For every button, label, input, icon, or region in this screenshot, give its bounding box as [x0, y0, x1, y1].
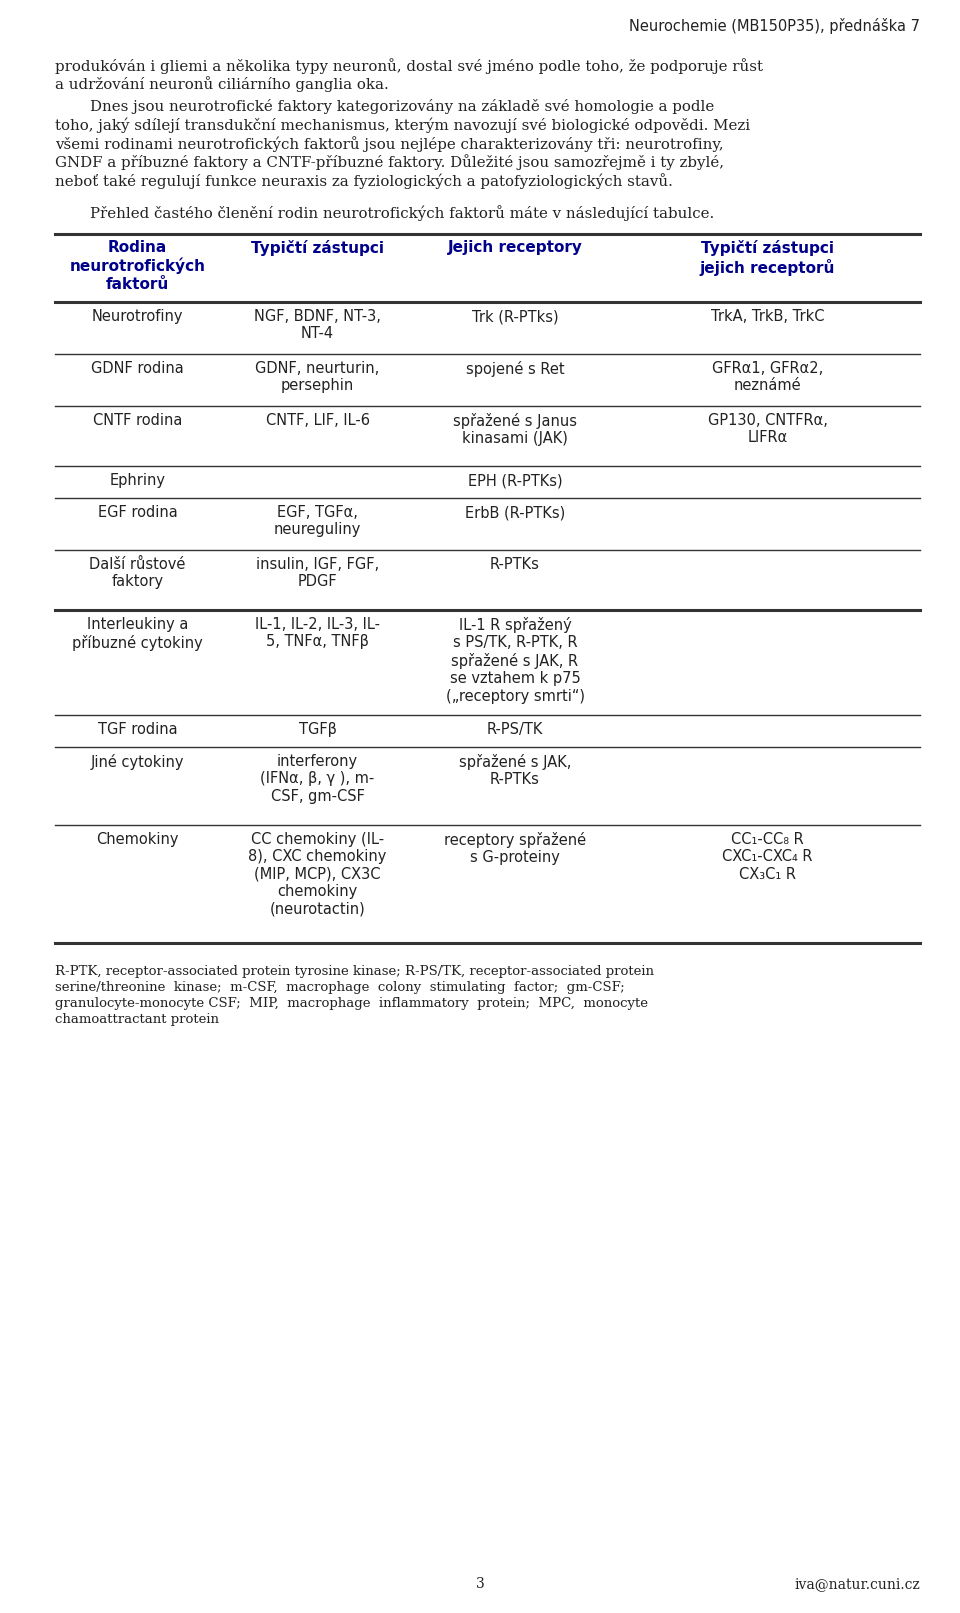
Text: GNDF a příbuzné faktory a CNTF-příbuzné faktory. Důležité jsou samozřejmě i ty z: GNDF a příbuzné faktory a CNTF-příbuzné … — [55, 155, 724, 171]
Text: TGFβ: TGFβ — [299, 723, 336, 737]
Text: R-PS/TK: R-PS/TK — [487, 723, 543, 737]
Text: IL-1 R spřažený
s PS/TK, R-PTK, R
spřažené s JAK, R
se vztahem k p75
(„receptory: IL-1 R spřažený s PS/TK, R-PTK, R spřaže… — [445, 618, 585, 703]
Text: EPH (R-PTKs): EPH (R-PTKs) — [468, 473, 563, 489]
Text: Chemokiny: Chemokiny — [96, 832, 179, 847]
Text: EGF rodina: EGF rodina — [98, 505, 178, 519]
Text: produkóván i gliemi a několika typy neuronů, dostal své jméno podle toho, že pod: produkóván i gliemi a několika typy neur… — [55, 58, 763, 74]
Text: Další růstové
faktory: Další růstové faktory — [89, 556, 185, 589]
Text: receptory spřažené
s G-proteiny: receptory spřažené s G-proteiny — [444, 832, 586, 866]
Text: spřažené s Janus
kinasami (JAK): spřažené s Janus kinasami (JAK) — [453, 413, 577, 447]
Text: CNTF, LIF, IL-6: CNTF, LIF, IL-6 — [266, 413, 370, 427]
Text: interferony
(IFNα, β, γ ), m-
CSF, gm-CSF: interferony (IFNα, β, γ ), m- CSF, gm-CS… — [260, 753, 374, 803]
Text: 3: 3 — [475, 1578, 485, 1590]
Text: Jiné cytokiny: Jiné cytokiny — [91, 753, 184, 769]
Text: Rodina
neurotrofických
faktorů: Rodina neurotrofických faktorů — [69, 240, 205, 292]
Text: Neurochemie (MB150P35), přednáška 7: Neurochemie (MB150P35), přednáška 7 — [629, 18, 920, 34]
Text: IL-1, IL-2, IL-3, IL-
5, TNFα, TNFβ: IL-1, IL-2, IL-3, IL- 5, TNFα, TNFβ — [255, 618, 380, 650]
Text: neboť také regulují funkce neuraxis za fyziologických a patofyziologických stavů: neboť také regulují funkce neuraxis za f… — [55, 173, 673, 189]
Text: CNTF rodina: CNTF rodina — [93, 413, 182, 427]
Text: CC₁-CC₈ R
CXC₁-CXC₄ R
CX₃C₁ R: CC₁-CC₈ R CXC₁-CXC₄ R CX₃C₁ R — [722, 832, 813, 882]
Text: granulocyte-monocyte CSF;  MIP,  macrophage  inflammatory  protein;  MPC,  monoc: granulocyte-monocyte CSF; MIP, macrophag… — [55, 997, 648, 1010]
Text: spojené s Ret: spojené s Ret — [466, 361, 564, 377]
Text: insulin, IGF, FGF,
PDGF: insulin, IGF, FGF, PDGF — [256, 556, 379, 589]
Text: chamoattractant protein: chamoattractant protein — [55, 1013, 219, 1026]
Text: Ephriny: Ephriny — [109, 473, 165, 489]
Text: Přehled častého členění rodin neurotrofických faktorů máte v následující tabulce: Přehled častého členění rodin neurotrofi… — [90, 205, 714, 221]
Text: iva@natur.cuni.cz: iva@natur.cuni.cz — [794, 1578, 920, 1590]
Text: EGF, TGFα,
neureguliny: EGF, TGFα, neureguliny — [274, 505, 361, 537]
Text: R-PTKs: R-PTKs — [490, 556, 540, 573]
Text: NGF, BDNF, NT-3,
NT-4: NGF, BDNF, NT-3, NT-4 — [254, 310, 381, 342]
Text: spřažené s JAK,
R-PTKs: spřažené s JAK, R-PTKs — [459, 753, 571, 787]
Text: Typičtí zástupci
jejich receptorů: Typičtí zástupci jejich receptorů — [700, 240, 835, 276]
Text: všemi rodinami neurotrofických faktorů jsou nejlépe charakterizovány tři: neurot: všemi rodinami neurotrofických faktorů j… — [55, 135, 724, 152]
Text: Jejich receptory: Jejich receptory — [447, 240, 583, 255]
Text: TGF rodina: TGF rodina — [98, 723, 178, 737]
Text: R-PTK, receptor-associated protein tyrosine kinase; R-PS/TK, receptor-associated: R-PTK, receptor-associated protein tyros… — [55, 965, 654, 977]
Text: GFRα1, GFRα2,
neznámé: GFRα1, GFRα2, neznámé — [712, 361, 823, 394]
Text: Dnes jsou neurotrofické faktory kategorizovány na základě své homologie a podle: Dnes jsou neurotrofické faktory kategori… — [90, 98, 714, 115]
Text: GDNF, neurturin,
persephin: GDNF, neurturin, persephin — [255, 361, 379, 394]
Text: TrkA, TrkB, TrkC: TrkA, TrkB, TrkC — [710, 310, 825, 324]
Text: GP130, CNTFRα,
LIFRα: GP130, CNTFRα, LIFRα — [708, 413, 828, 445]
Text: a udržování neuronů ciliárního ganglia oka.: a udržování neuronů ciliárního ganglia o… — [55, 76, 389, 92]
Text: CC chemokiny (IL-
8), CXC chemokiny
(MIP, MCP), CX3C
chemokiny
(neurotactin): CC chemokiny (IL- 8), CXC chemokiny (MIP… — [249, 832, 387, 916]
Text: serine/threonine  kinase;  m-CSF,  macrophage  colony  stimulating  factor;  gm-: serine/threonine kinase; m-CSF, macropha… — [55, 981, 625, 994]
Text: GDNF rodina: GDNF rodina — [91, 361, 184, 376]
Text: Trk (R-PTks): Trk (R-PTks) — [471, 310, 559, 324]
Text: ErbB (R-PTKs): ErbB (R-PTKs) — [465, 505, 565, 519]
Text: Neurotrofiny: Neurotrofiny — [92, 310, 183, 324]
Text: Interleukiny a
příbuzné cytokiny: Interleukiny a příbuzné cytokiny — [72, 618, 203, 650]
Text: Typičtí zástupci: Typičtí zástupci — [251, 240, 384, 256]
Text: toho, jaký sdílejí transdukční mechanismus, kterým navozují své biologické odpov: toho, jaký sdílejí transdukční mechanism… — [55, 118, 750, 132]
